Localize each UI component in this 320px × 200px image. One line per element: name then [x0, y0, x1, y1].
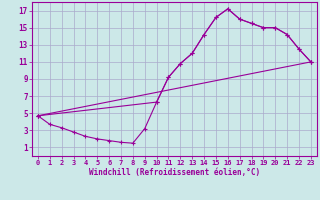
X-axis label: Windchill (Refroidissement éolien,°C): Windchill (Refroidissement éolien,°C) [89, 168, 260, 177]
